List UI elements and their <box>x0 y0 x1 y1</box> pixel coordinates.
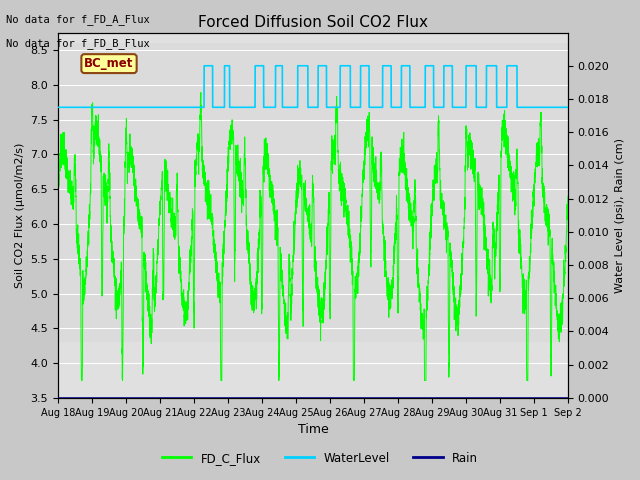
X-axis label: Time: Time <box>298 423 328 436</box>
Legend: FD_C_Flux, WaterLevel, Rain: FD_C_Flux, WaterLevel, Rain <box>157 447 483 469</box>
Y-axis label: Water Level (psi), Rain (cm): Water Level (psi), Rain (cm) <box>615 138 625 293</box>
Y-axis label: Soil CO2 Flux (μmol/m2/s): Soil CO2 Flux (μmol/m2/s) <box>15 143 25 288</box>
Text: No data for f_FD_A_Flux: No data for f_FD_A_Flux <box>6 14 150 25</box>
Bar <box>58 43 568 342</box>
Title: Forced Diffusion Soil CO2 Flux: Forced Diffusion Soil CO2 Flux <box>198 15 428 30</box>
Text: BC_met: BC_met <box>84 57 134 70</box>
Text: No data for f_FD_B_Flux: No data for f_FD_B_Flux <box>6 38 150 49</box>
